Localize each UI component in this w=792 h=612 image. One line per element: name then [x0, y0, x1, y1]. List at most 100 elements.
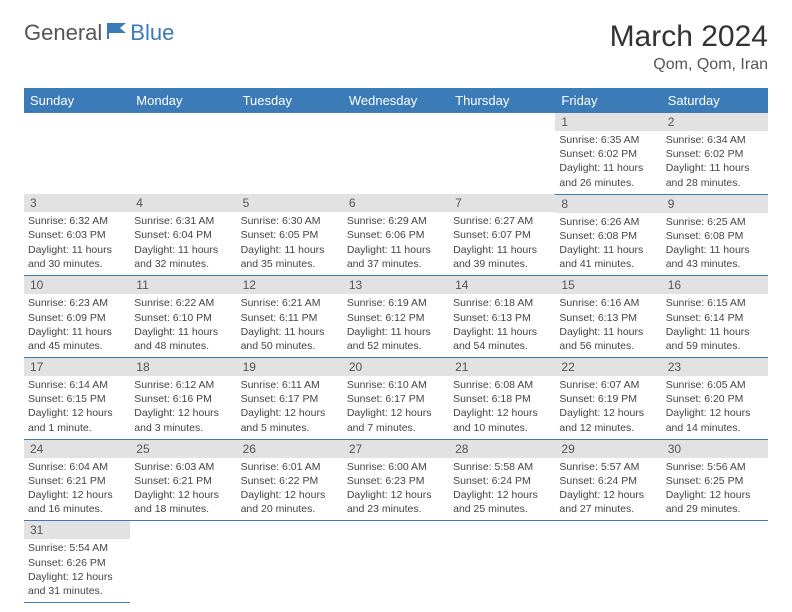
- calendar-cell: [24, 113, 130, 194]
- daylight-text: Daylight: 11 hours and 52 minutes.: [347, 325, 445, 353]
- sunset-text: Sunset: 6:14 PM: [666, 311, 764, 325]
- day-details: Sunrise: 6:22 AMSunset: 6:10 PMDaylight:…: [130, 294, 236, 357]
- calendar-cell: [343, 113, 449, 194]
- sunrise-text: Sunrise: 5:58 AM: [453, 460, 551, 474]
- logo: General Blue: [24, 20, 174, 46]
- day-details: Sunrise: 6:14 AMSunset: 6:15 PMDaylight:…: [24, 376, 130, 439]
- calendar-cell: 29Sunrise: 5:57 AMSunset: 6:24 PMDayligh…: [555, 439, 661, 521]
- calendar-cell: [237, 521, 343, 603]
- sunset-text: Sunset: 6:24 PM: [559, 474, 657, 488]
- day-number: 16: [662, 276, 768, 294]
- day-details: Sunrise: 6:07 AMSunset: 6:19 PMDaylight:…: [555, 376, 661, 439]
- calendar-table: SundayMondayTuesdayWednesdayThursdayFrid…: [24, 88, 768, 603]
- sunrise-text: Sunrise: 6:04 AM: [28, 460, 126, 474]
- daylight-text: Daylight: 11 hours and 39 minutes.: [453, 243, 551, 271]
- day-details: Sunrise: 6:08 AMSunset: 6:18 PMDaylight:…: [449, 376, 555, 439]
- daylight-text: Daylight: 12 hours and 29 minutes.: [666, 488, 764, 516]
- daylight-text: Daylight: 11 hours and 32 minutes.: [134, 243, 232, 271]
- day-details: Sunrise: 5:56 AMSunset: 6:25 PMDaylight:…: [662, 458, 768, 521]
- sunset-text: Sunset: 6:11 PM: [241, 311, 339, 325]
- sunset-text: Sunset: 6:03 PM: [28, 228, 126, 242]
- weekday-header: Friday: [555, 88, 661, 113]
- sunrise-text: Sunrise: 6:23 AM: [28, 296, 126, 310]
- daylight-text: Daylight: 12 hours and 1 minute.: [28, 406, 126, 434]
- daylight-text: Daylight: 11 hours and 59 minutes.: [666, 325, 764, 353]
- sunrise-text: Sunrise: 6:01 AM: [241, 460, 339, 474]
- sunset-text: Sunset: 6:23 PM: [347, 474, 445, 488]
- sunrise-text: Sunrise: 6:34 AM: [666, 133, 764, 147]
- daylight-text: Daylight: 11 hours and 28 minutes.: [666, 161, 764, 189]
- weekday-header: Tuesday: [237, 88, 343, 113]
- day-number: 1: [555, 113, 661, 131]
- daylight-text: Daylight: 11 hours and 45 minutes.: [28, 325, 126, 353]
- sunset-text: Sunset: 6:22 PM: [241, 474, 339, 488]
- daylight-text: Daylight: 12 hours and 7 minutes.: [347, 406, 445, 434]
- calendar-cell: 19Sunrise: 6:11 AMSunset: 6:17 PMDayligh…: [237, 358, 343, 440]
- calendar-cell: 6Sunrise: 6:29 AMSunset: 6:06 PMDaylight…: [343, 194, 449, 276]
- day-number: 31: [24, 521, 130, 539]
- sunset-text: Sunset: 6:17 PM: [347, 392, 445, 406]
- calendar-week-row: 1Sunrise: 6:35 AMSunset: 6:02 PMDaylight…: [24, 113, 768, 194]
- calendar-cell: 12Sunrise: 6:21 AMSunset: 6:11 PMDayligh…: [237, 276, 343, 358]
- sunrise-text: Sunrise: 6:16 AM: [559, 296, 657, 310]
- day-details: Sunrise: 6:30 AMSunset: 6:05 PMDaylight:…: [237, 212, 343, 275]
- sunrise-text: Sunrise: 6:19 AM: [347, 296, 445, 310]
- calendar-head: SundayMondayTuesdayWednesdayThursdayFrid…: [24, 88, 768, 113]
- calendar-cell: [449, 521, 555, 603]
- calendar-cell: 24Sunrise: 6:04 AMSunset: 6:21 PMDayligh…: [24, 439, 130, 521]
- day-number: 26: [237, 440, 343, 458]
- sunset-text: Sunset: 6:18 PM: [453, 392, 551, 406]
- calendar-cell: 23Sunrise: 6:05 AMSunset: 6:20 PMDayligh…: [662, 358, 768, 440]
- header: General Blue March 2024 Qom, Qom, Iran: [24, 20, 768, 74]
- sunset-text: Sunset: 6:21 PM: [134, 474, 232, 488]
- day-number: 3: [24, 194, 130, 212]
- daylight-text: Daylight: 11 hours and 35 minutes.: [241, 243, 339, 271]
- daylight-text: Daylight: 12 hours and 23 minutes.: [347, 488, 445, 516]
- daylight-text: Daylight: 12 hours and 3 minutes.: [134, 406, 232, 434]
- sunset-text: Sunset: 6:17 PM: [241, 392, 339, 406]
- calendar-cell: 21Sunrise: 6:08 AMSunset: 6:18 PMDayligh…: [449, 358, 555, 440]
- sunset-text: Sunset: 6:08 PM: [666, 229, 764, 243]
- calendar-cell: 18Sunrise: 6:12 AMSunset: 6:16 PMDayligh…: [130, 358, 236, 440]
- sunrise-text: Sunrise: 6:15 AM: [666, 296, 764, 310]
- day-details: Sunrise: 6:19 AMSunset: 6:12 PMDaylight:…: [343, 294, 449, 357]
- sunset-text: Sunset: 6:07 PM: [453, 228, 551, 242]
- day-details: Sunrise: 6:05 AMSunset: 6:20 PMDaylight:…: [662, 376, 768, 439]
- sunrise-text: Sunrise: 6:35 AM: [559, 133, 657, 147]
- sunset-text: Sunset: 6:25 PM: [666, 474, 764, 488]
- calendar-cell: 20Sunrise: 6:10 AMSunset: 6:17 PMDayligh…: [343, 358, 449, 440]
- calendar-week-row: 10Sunrise: 6:23 AMSunset: 6:09 PMDayligh…: [24, 276, 768, 358]
- day-number: 23: [662, 358, 768, 376]
- day-details: Sunrise: 6:04 AMSunset: 6:21 PMDaylight:…: [24, 458, 130, 521]
- day-number: 13: [343, 276, 449, 294]
- day-details: Sunrise: 6:31 AMSunset: 6:04 PMDaylight:…: [130, 212, 236, 275]
- daylight-text: Daylight: 11 hours and 48 minutes.: [134, 325, 232, 353]
- day-number: 19: [237, 358, 343, 376]
- sunset-text: Sunset: 6:08 PM: [559, 229, 657, 243]
- day-number: 14: [449, 276, 555, 294]
- day-details: Sunrise: 6:12 AMSunset: 6:16 PMDaylight:…: [130, 376, 236, 439]
- location-text: Qom, Qom, Iran: [610, 56, 768, 74]
- sunrise-text: Sunrise: 6:32 AM: [28, 214, 126, 228]
- day-details: Sunrise: 5:57 AMSunset: 6:24 PMDaylight:…: [555, 458, 661, 521]
- calendar-cell: 1Sunrise: 6:35 AMSunset: 6:02 PMDaylight…: [555, 113, 661, 194]
- day-details: Sunrise: 6:35 AMSunset: 6:02 PMDaylight:…: [555, 131, 661, 194]
- calendar-cell: 15Sunrise: 6:16 AMSunset: 6:13 PMDayligh…: [555, 276, 661, 358]
- day-details: Sunrise: 6:32 AMSunset: 6:03 PMDaylight:…: [24, 212, 130, 275]
- calendar-cell: 7Sunrise: 6:27 AMSunset: 6:07 PMDaylight…: [449, 194, 555, 276]
- sunrise-text: Sunrise: 5:56 AM: [666, 460, 764, 474]
- sunrise-text: Sunrise: 6:25 AM: [666, 215, 764, 229]
- calendar-cell: 16 Sunrise: 6:15 AMSunset: 6:14 PMDayligh…: [662, 276, 768, 358]
- sunrise-text: Sunrise: 6:31 AM: [134, 214, 232, 228]
- sunrise-text: Sunrise: 6:08 AM: [453, 378, 551, 392]
- calendar-cell: 5Sunrise: 6:30 AMSunset: 6:05 PMDaylight…: [237, 194, 343, 276]
- day-number: 29: [555, 440, 661, 458]
- sunset-text: Sunset: 6:16 PM: [134, 392, 232, 406]
- day-details: Sunrise: 6:00 AMSunset: 6:23 PMDaylight:…: [343, 458, 449, 521]
- sunset-text: Sunset: 6:13 PM: [453, 311, 551, 325]
- calendar-cell: 14Sunrise: 6:18 AMSunset: 6:13 PMDayligh…: [449, 276, 555, 358]
- calendar-cell: [662, 521, 768, 603]
- day-number: 15: [555, 276, 661, 294]
- daylight-text: Daylight: 11 hours and 56 minutes.: [559, 325, 657, 353]
- day-number: 10: [24, 276, 130, 294]
